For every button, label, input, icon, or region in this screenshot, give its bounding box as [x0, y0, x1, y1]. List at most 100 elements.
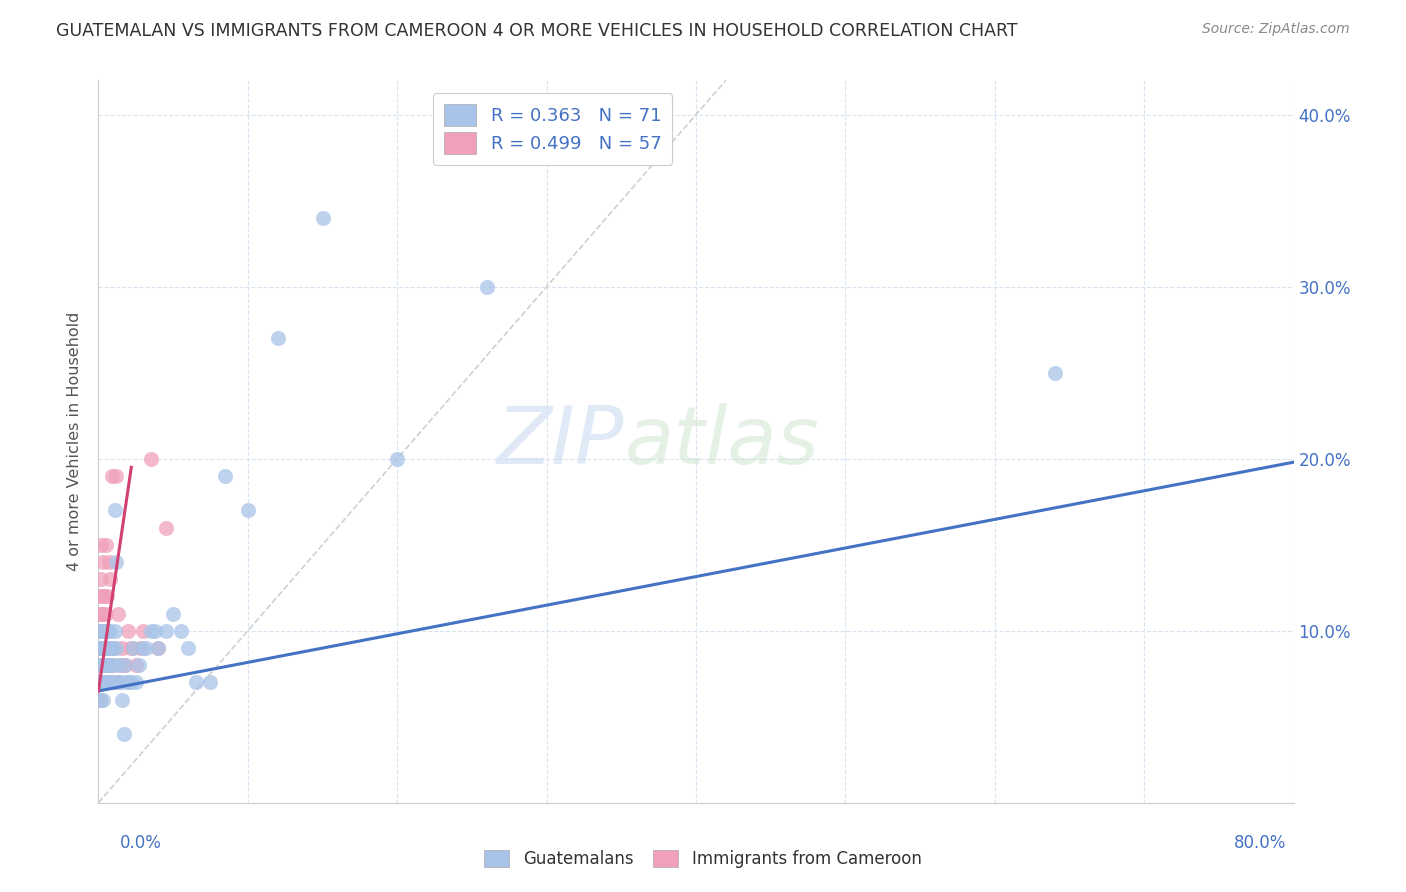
Point: [89, 640, 111, 655]
Point: [107, 607, 129, 621]
Point: [148, 640, 170, 655]
Point: [94, 607, 117, 621]
Point: [129, 640, 152, 655]
Text: 0.0%: 0.0%: [120, 834, 162, 852]
Point: [89, 624, 111, 638]
Point: [91, 658, 114, 673]
Point: [114, 658, 136, 673]
Point: [98, 658, 122, 673]
Point: [155, 520, 177, 534]
Point: [117, 624, 139, 638]
Point: [120, 640, 142, 655]
Point: [91, 624, 114, 638]
Point: [311, 211, 333, 225]
Point: [267, 331, 290, 345]
Point: [98, 572, 122, 586]
Point: [91, 675, 114, 690]
Point: [385, 451, 409, 466]
Point: [120, 675, 142, 690]
Point: [135, 640, 157, 655]
Point: [91, 692, 114, 706]
Point: [89, 590, 111, 604]
Point: [1043, 366, 1066, 380]
Point: [98, 675, 122, 690]
Point: [94, 675, 117, 690]
Point: [93, 590, 115, 604]
Point: [139, 451, 162, 466]
Point: [97, 640, 120, 655]
Point: [93, 675, 115, 690]
Point: [104, 624, 127, 638]
Point: [91, 607, 114, 621]
Point: [98, 640, 122, 655]
Point: [94, 640, 117, 655]
Legend: R = 0.363   N = 71, R = 0.499   N = 57: R = 0.363 N = 71, R = 0.499 N = 57: [433, 93, 672, 165]
Point: [89, 658, 111, 673]
Point: [94, 658, 117, 673]
Point: [96, 590, 118, 604]
Legend: Guatemalans, Immigrants from Cameroon: Guatemalans, Immigrants from Cameroon: [478, 843, 928, 875]
Point: [94, 624, 117, 638]
Point: [104, 503, 127, 517]
Point: [90, 607, 112, 621]
Point: [110, 658, 132, 673]
Point: [111, 692, 134, 706]
Point: [97, 658, 120, 673]
Point: [93, 675, 115, 690]
Point: [97, 555, 120, 569]
Point: [110, 675, 132, 690]
Point: [148, 640, 170, 655]
Point: [103, 675, 125, 690]
Point: [97, 658, 120, 673]
Point: [111, 640, 134, 655]
Point: [90, 640, 112, 655]
Point: [90, 640, 112, 655]
Point: [93, 624, 115, 638]
Point: [104, 675, 127, 690]
Point: [91, 658, 114, 673]
Point: [236, 503, 259, 517]
Point: [105, 469, 128, 483]
Point: [91, 640, 114, 655]
Point: [128, 658, 150, 673]
Point: [90, 640, 112, 655]
Point: [90, 675, 112, 690]
Point: [96, 675, 118, 690]
Point: [90, 624, 112, 638]
Point: [89, 640, 111, 655]
Text: 80.0%: 80.0%: [1234, 834, 1286, 852]
Point: [105, 555, 128, 569]
Point: [103, 658, 125, 673]
Point: [107, 675, 129, 690]
Point: [96, 640, 118, 655]
Text: GUATEMALAN VS IMMIGRANTS FROM CAMEROON 4 OR MORE VEHICLES IN HOUSEHOLD CORRELATI: GUATEMALAN VS IMMIGRANTS FROM CAMEROON 4…: [56, 22, 1018, 40]
Point: [91, 624, 114, 638]
Point: [101, 640, 124, 655]
Point: [90, 538, 112, 552]
Point: [89, 624, 111, 638]
Point: [89, 675, 111, 690]
Point: [89, 692, 111, 706]
Point: [96, 624, 118, 638]
Point: [93, 624, 115, 638]
Point: [115, 675, 138, 690]
Point: [103, 640, 125, 655]
Point: [93, 640, 115, 655]
Point: [91, 658, 114, 673]
Point: [101, 469, 124, 483]
Point: [139, 624, 162, 638]
Point: [214, 469, 236, 483]
Point: [117, 675, 139, 690]
Point: [184, 675, 207, 690]
Point: [93, 640, 115, 655]
Point: [90, 675, 112, 690]
Point: [97, 640, 120, 655]
Point: [105, 640, 128, 655]
Point: [98, 624, 122, 638]
Point: [96, 624, 118, 638]
Point: [121, 640, 143, 655]
Point: [169, 624, 191, 638]
Point: [132, 640, 155, 655]
Point: [89, 692, 111, 706]
Y-axis label: 4 or more Vehicles in Household: 4 or more Vehicles in Household: [67, 312, 83, 571]
